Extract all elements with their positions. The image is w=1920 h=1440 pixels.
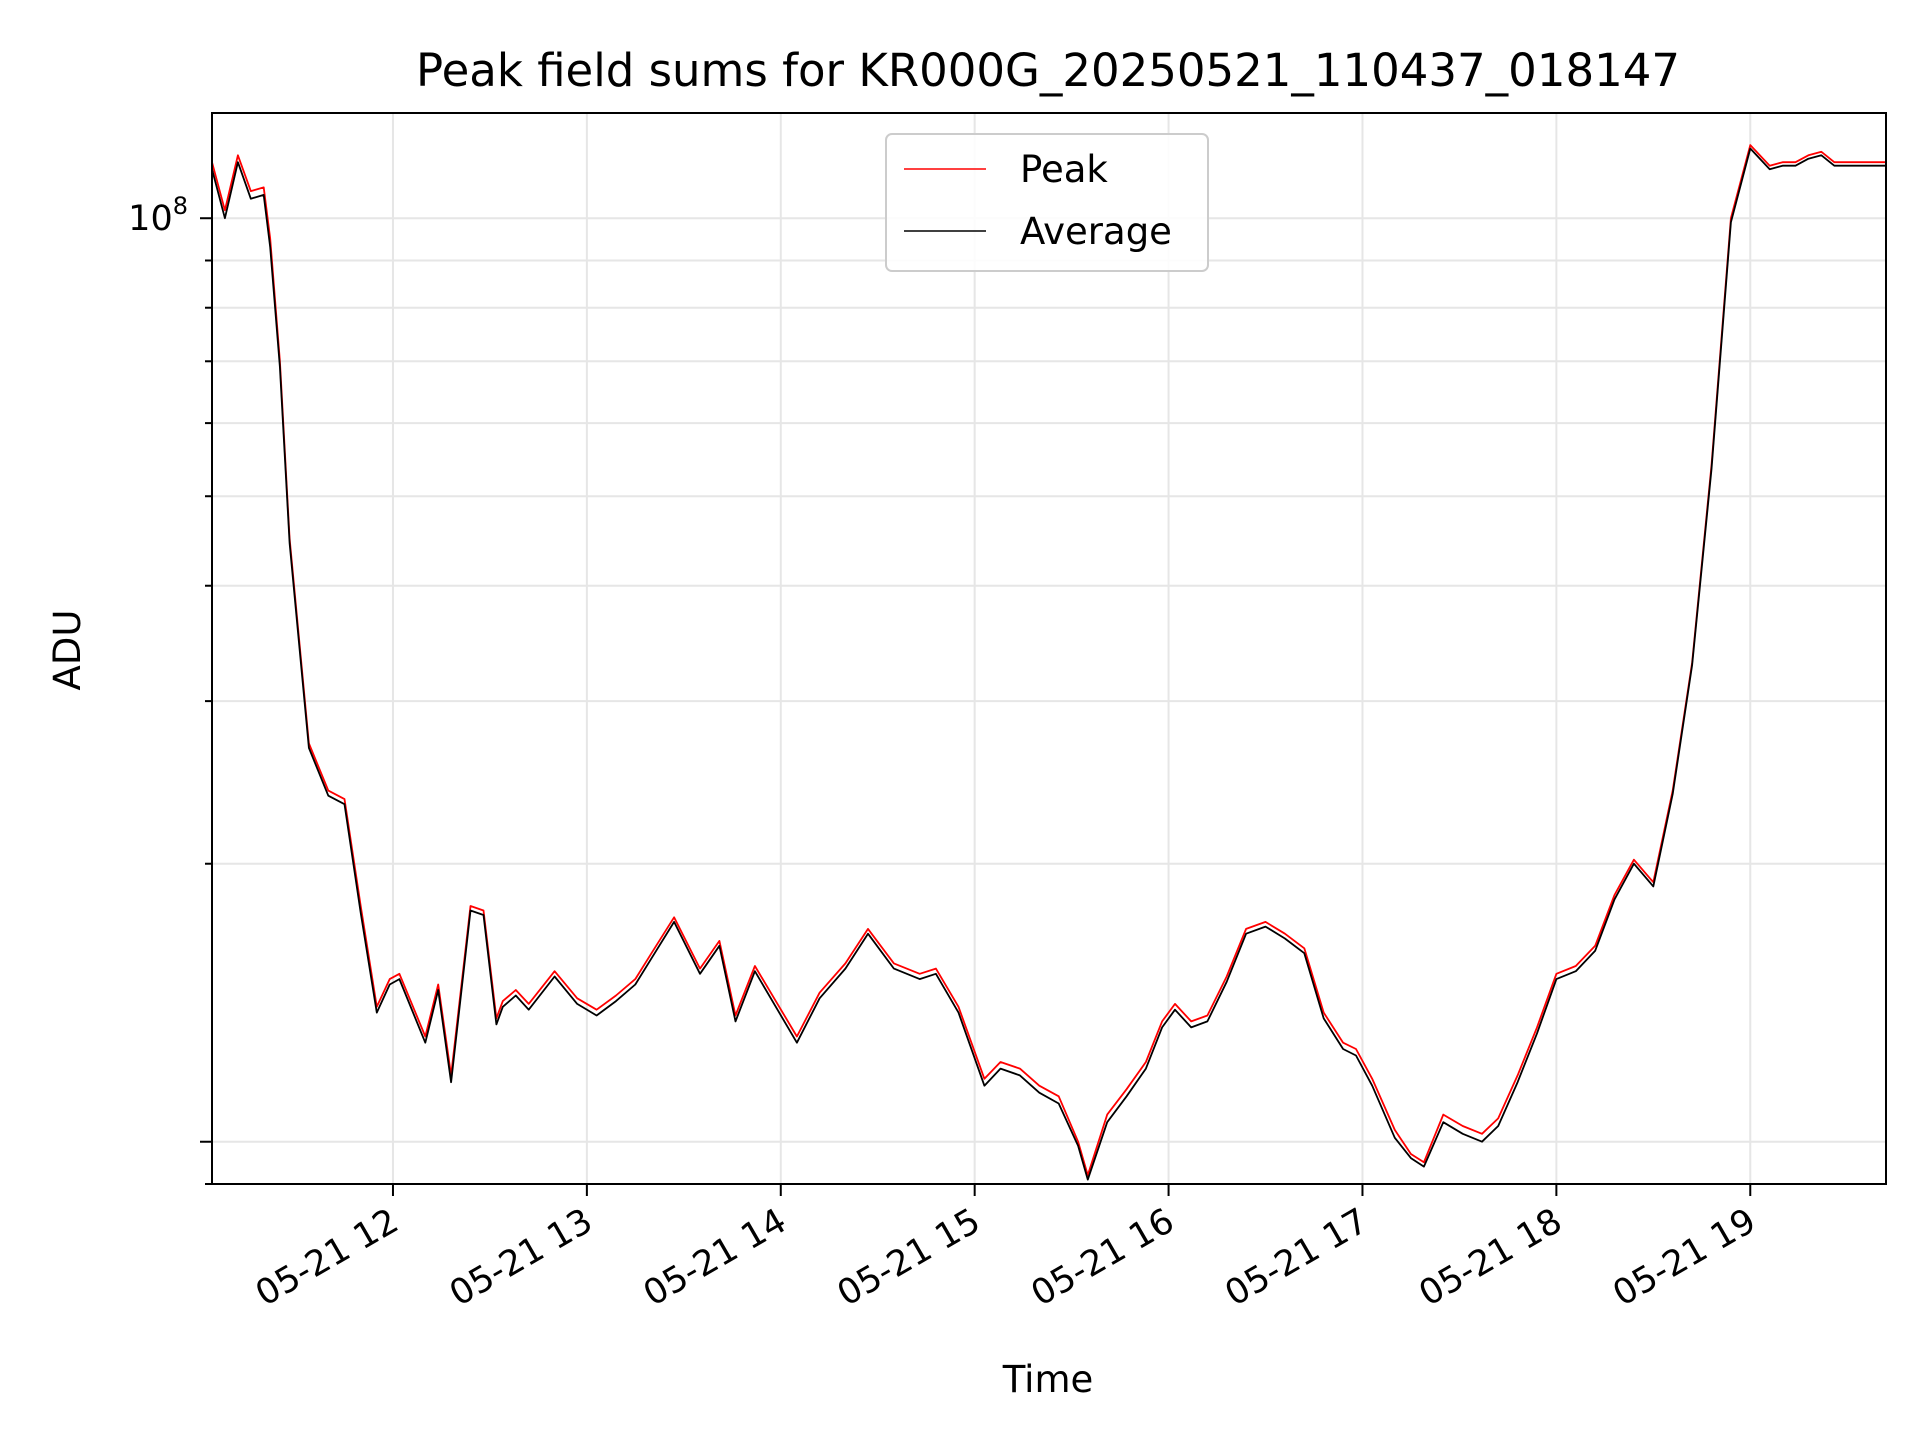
series-line-peak [211,144,1886,1177]
plot-frame [211,112,1887,1185]
x-tick-label: 05-21 18 [1413,1201,1569,1314]
x-tick-label: 05-21 15 [831,1201,987,1314]
x-tick-label: 05-21 13 [443,1201,599,1314]
legend: Peak Average [885,133,1209,272]
x-tick-label: 05-21 12 [249,1201,405,1314]
x-tick-label: 05-21 17 [1219,1201,1375,1314]
chart-title: Peak field sums for KR000G_20250521_1104… [416,44,1680,97]
series-line-average [211,147,1886,1181]
x-axis: 05-21 12 05-21 13 05-21 14 05-21 15 05-21 16… [249,1184,1763,1314]
series-lines [211,144,1886,1181]
legend-label-peak: Peak [1020,148,1108,191]
x-tick-label: 05-21 19 [1606,1201,1762,1314]
grid-lines [212,113,1886,1185]
legend-label-average: Average [1020,210,1172,253]
x-axis-label: Time [1002,1358,1094,1401]
x-tick-label: 05-21 16 [1025,1201,1181,1314]
y-tick-label: 108 [128,192,188,239]
x-tick-label: 05-21 14 [637,1201,793,1314]
y-axis-label: ADU [46,610,89,691]
y-axis: 108 [128,192,212,1185]
